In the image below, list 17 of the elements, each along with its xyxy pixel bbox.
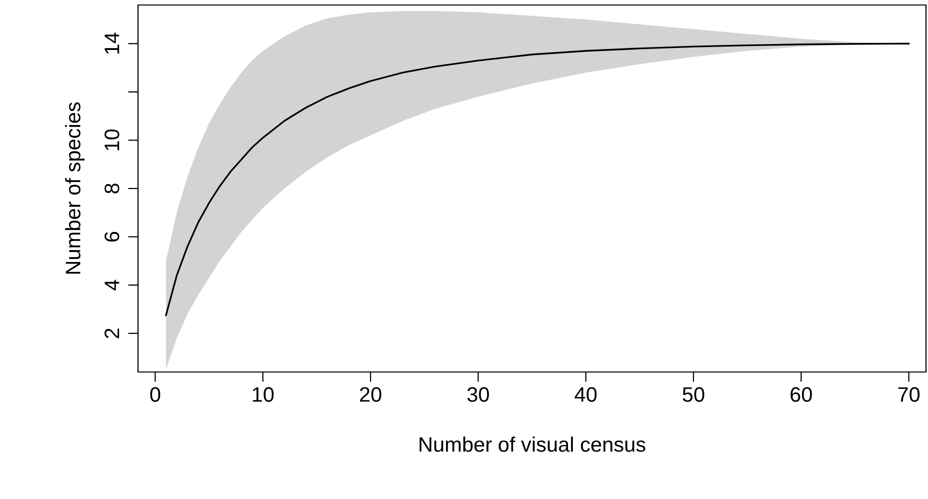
x-tick-label: 50 (682, 387, 704, 402)
y-tick-label: 10 (104, 129, 120, 150)
x-tick-label: 10 (252, 387, 274, 402)
x-tick-label: 30 (467, 387, 489, 402)
x-tick-label: 70 (898, 387, 920, 402)
x-axis-title: Number of visual census (420, 436, 646, 452)
x-tick-label: 60 (790, 387, 812, 402)
y-tick-label: 14 (104, 32, 120, 54)
y-axis-title: Number of species (65, 102, 85, 274)
y-tick-label: 6 (104, 232, 120, 242)
x-tick-label: 40 (574, 387, 597, 402)
x-tick-label: 20 (360, 387, 382, 402)
x-tick-label: 0 (150, 387, 160, 402)
line-series (165, 42, 910, 316)
y-tick-label: 4 (104, 280, 120, 290)
y-tick-label: 2 (104, 328, 120, 338)
y-tick-label: 8 (104, 184, 120, 194)
